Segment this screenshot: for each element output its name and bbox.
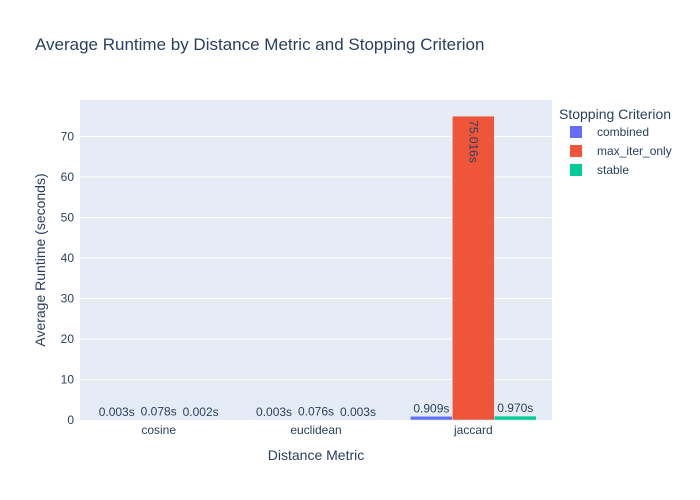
bar-data-label: 0.076s bbox=[298, 405, 334, 419]
y-tick-label: 40 bbox=[61, 251, 75, 265]
x-tick-label: cosine bbox=[141, 423, 176, 437]
bar-data-label: 0.970s bbox=[497, 401, 533, 415]
y-tick-label: 60 bbox=[61, 170, 75, 184]
y-tick-label: 50 bbox=[61, 210, 75, 224]
legend-title: Stopping Criterion bbox=[559, 106, 671, 122]
y-tick-label: 20 bbox=[61, 332, 75, 346]
legend-swatch-max_iter_only[interactable] bbox=[570, 145, 582, 157]
legend-swatch-combined[interactable] bbox=[570, 126, 582, 138]
y-axis-ticks: 0 10 20 30 40 50 60 70 bbox=[61, 129, 75, 427]
y-tick-label: 10 bbox=[61, 372, 75, 386]
bar-data-label: 0.078s bbox=[141, 405, 177, 419]
bar-data-label: 0.002s bbox=[183, 405, 219, 419]
x-axis-title: Distance Metric bbox=[268, 447, 364, 463]
legend-item-label[interactable]: max_iter_only bbox=[597, 144, 672, 158]
x-tick-label: euclidean bbox=[290, 423, 341, 437]
y-tick-label: 0 bbox=[67, 413, 74, 427]
bar-stable-jaccard bbox=[494, 415, 537, 421]
bar-data-label: 0.003s bbox=[340, 405, 376, 419]
bar-max_iter_only-jaccard bbox=[452, 115, 495, 421]
x-tick-label: jaccard bbox=[453, 423, 493, 437]
bar-data-label: 0.909s bbox=[413, 401, 449, 415]
legend-item-label[interactable]: combined bbox=[597, 125, 649, 139]
bar-data-label: 75.016s bbox=[466, 120, 480, 163]
bars bbox=[95, 115, 537, 421]
y-tick-label: 30 bbox=[61, 291, 75, 305]
legend-item-label[interactable]: stable bbox=[597, 163, 629, 177]
bar-labels: 0.003s 0.078s 0.002s 0.003s 0.076s 0.003s 0.90… bbox=[99, 120, 534, 419]
x-axis-ticks: cosine euclidean jaccard bbox=[141, 423, 492, 437]
bar-combined-jaccard bbox=[410, 416, 453, 421]
y-tick-label: 70 bbox=[61, 129, 75, 143]
chart-title: Average Runtime by Distance Metric and S… bbox=[35, 35, 484, 54]
legend-swatch-stable[interactable] bbox=[570, 164, 582, 176]
y-axis-title: Average Runtime (seconds) bbox=[32, 173, 48, 346]
bar-data-label: 0.003s bbox=[99, 405, 135, 419]
bar-data-label: 0.003s bbox=[256, 405, 292, 419]
legend: Stopping Criterion combined max_iter_only… bbox=[559, 106, 672, 177]
